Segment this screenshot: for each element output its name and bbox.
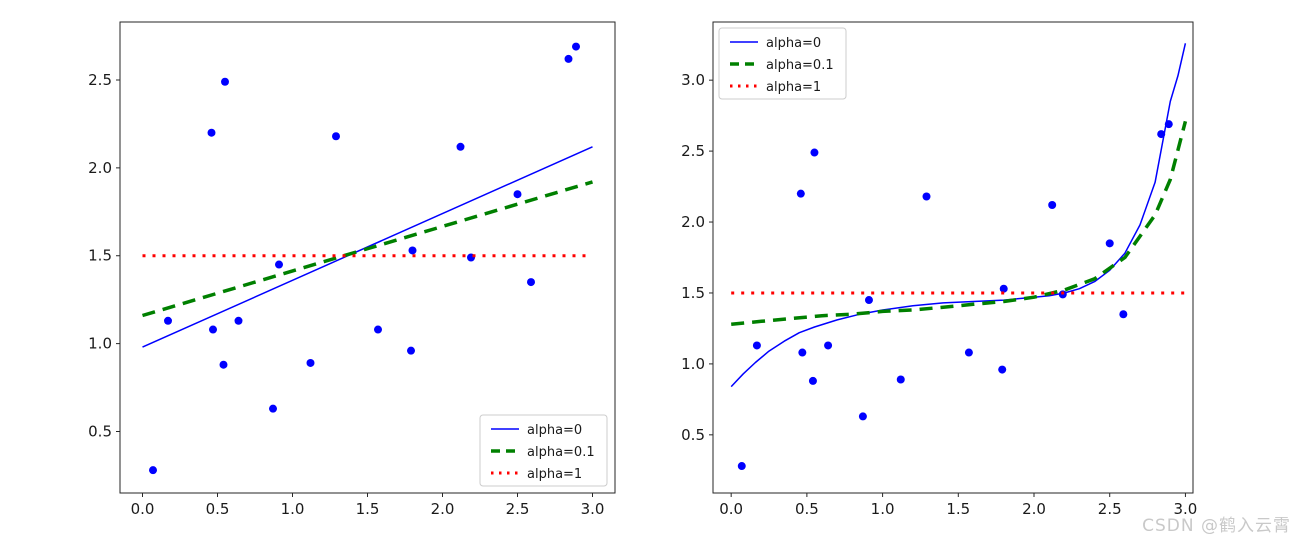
legend-entry: alpha=0 [730, 36, 821, 51]
left-plot: 0.0 0.5 1.0 1.5 2.0 2.5 3.0 0.5 1.0 1.5 2.0 2.5 [88, 21, 616, 518]
y-tick-label: 0.5 [88, 422, 112, 440]
scatter-point [219, 360, 228, 369]
line-alpha-0 [730, 43, 1187, 388]
scatter-series [149, 42, 580, 475]
scatter-point [798, 348, 807, 357]
line-alpha-0.1 [731, 120, 1188, 326]
y-tick-label: 1.0 [681, 355, 705, 373]
scatter-point [864, 296, 873, 305]
y-tick-label: 3.0 [681, 71, 705, 89]
scatter-point [572, 42, 580, 51]
x-tick-label: 0.0 [719, 500, 743, 518]
scatter-point [407, 346, 415, 355]
legend-entry: alpha=1 [491, 467, 582, 482]
scatter-point [964, 348, 973, 357]
plot-frame [712, 21, 1194, 494]
scatter-point [1119, 310, 1128, 319]
legend: alpha=0 alpha=0.1 alpha=1 [479, 414, 608, 487]
scatter-point [207, 128, 216, 137]
scatter-point [564, 54, 573, 63]
x-tick-label: 3.0 [1173, 500, 1197, 518]
legend-box [479, 414, 608, 487]
scatter-point [209, 325, 217, 334]
x-tick-label: 1.5 [356, 500, 380, 518]
scatter-point [374, 325, 382, 334]
legend-entry: alpha=0.1 [491, 445, 595, 460]
scatter-point [810, 148, 819, 157]
x-tick-label: 0.0 [131, 500, 155, 518]
scatter-point [858, 412, 867, 421]
line-alpha-0.1 [142, 180, 593, 318]
x-tick-label: 2.0 [431, 500, 455, 518]
legend-label: alpha=0.1 [766, 58, 834, 73]
x-tick-label: 2.0 [1022, 500, 1046, 518]
scatter-point [221, 77, 229, 86]
scatter-point [408, 246, 417, 255]
plot-frame [119, 21, 616, 494]
legend-label: alpha=1 [527, 467, 582, 482]
legend-label: alpha=0.1 [527, 445, 595, 460]
legend-entry: alpha=1 [730, 80, 821, 95]
scatter-point [999, 284, 1008, 293]
scatter-point [796, 189, 805, 198]
scatter-point [998, 365, 1007, 374]
legend: alpha=0 alpha=0.1 alpha=1 [718, 27, 847, 100]
legend-label: alpha=1 [766, 80, 821, 95]
y-tick-label: 2.5 [681, 142, 705, 160]
x-tick-label: 2.5 [1098, 500, 1122, 518]
scatter-point [456, 142, 465, 151]
x-tick-label: 0.5 [795, 500, 819, 518]
y-tick-label: 2.5 [88, 71, 112, 89]
scatter-point [896, 375, 905, 384]
scatter-point [1048, 201, 1057, 210]
scatter-point [808, 376, 817, 385]
x-tick-label: 2.5 [506, 500, 530, 518]
scatter-point [824, 341, 833, 350]
scatter-series [737, 120, 1173, 471]
scatter-point [275, 260, 283, 269]
legend-label: alpha=0 [527, 423, 582, 438]
scatter-point [527, 278, 535, 287]
y-tick-label: 1.0 [88, 335, 112, 353]
scatter-point [752, 341, 761, 350]
x-tick-label: 0.5 [206, 500, 230, 518]
x-tick-label: 1.0 [871, 500, 895, 518]
scatter-point [269, 404, 277, 413]
scatter-point [737, 462, 746, 471]
x-tick-label: 3.0 [581, 500, 605, 518]
y-tick-label: 1.5 [88, 247, 112, 265]
legend-entry: alpha=0 [491, 423, 582, 438]
scatter-point [306, 358, 315, 367]
scatter-point [234, 316, 243, 325]
scatter-point [332, 132, 340, 141]
watermark: CSDN @鹤入云霄 [1142, 516, 1291, 536]
legend-box [718, 27, 847, 100]
y-tick-label: 2.0 [88, 159, 112, 177]
scatter-point [149, 466, 157, 475]
y-tick-label: 1.5 [681, 284, 705, 302]
scatter-point [922, 192, 931, 201]
right-plot: 0.0 0.5 1.0 1.5 2.0 2.5 3.0 0.5 1.0 1.5 2.0 2.5 3.0 [681, 21, 1197, 518]
legend-label: alpha=0 [766, 36, 821, 51]
y-tick-label: 2.0 [681, 213, 705, 231]
scatter-point [164, 316, 172, 325]
x-tick-label: 1.0 [281, 500, 305, 518]
x-tick-label: 1.5 [946, 500, 970, 518]
scatter-point [513, 190, 522, 199]
scatter-point [1105, 239, 1114, 248]
legend-entry: alpha=0.1 [730, 58, 834, 73]
y-tick-label: 0.5 [681, 426, 705, 444]
